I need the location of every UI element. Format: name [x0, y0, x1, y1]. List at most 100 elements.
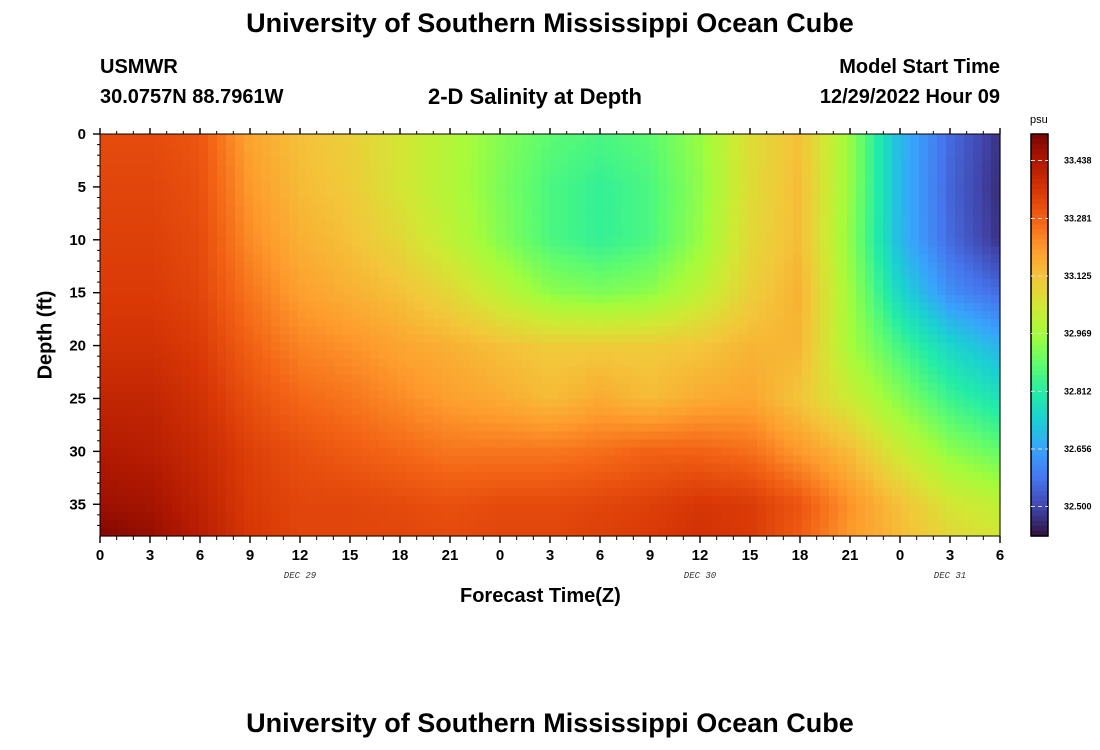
heatmap-cell	[343, 190, 353, 199]
heatmap-cell	[415, 479, 425, 489]
heatmap-cell	[415, 238, 425, 248]
heatmap-cell	[847, 190, 857, 199]
heatmap-cell	[253, 174, 263, 183]
heatmap-cell	[442, 455, 452, 465]
heatmap-cell	[802, 230, 812, 240]
heatmap-cell	[181, 351, 191, 360]
heatmap-cell	[937, 254, 947, 264]
heatmap-cell	[469, 230, 479, 240]
heatmap-cell	[406, 479, 416, 489]
heatmap-cell	[307, 190, 317, 199]
heatmap-cell	[892, 294, 902, 304]
heatmap-cell	[658, 479, 668, 489]
heatmap-cell	[784, 495, 794, 505]
heatmap-cell	[604, 206, 614, 215]
heatmap-cell	[541, 150, 551, 159]
heatmap-cell	[118, 447, 128, 457]
heatmap-cell	[226, 383, 236, 392]
heatmap-cell	[451, 487, 461, 497]
heatmap-cell	[820, 415, 830, 425]
heatmap-cell	[469, 351, 479, 360]
heatmap-cell	[424, 351, 434, 360]
heatmap-cell	[874, 166, 884, 175]
heatmap-cell	[775, 222, 785, 232]
heatmap-cell	[910, 270, 920, 280]
heatmap-cell	[154, 238, 164, 248]
heatmap-cell	[325, 495, 335, 505]
heatmap-cell	[154, 150, 164, 159]
heatmap-cell	[316, 166, 326, 175]
heatmap-cell	[595, 246, 605, 256]
heatmap-cell	[235, 383, 245, 392]
heatmap-cell	[802, 415, 812, 425]
heatmap-cell	[451, 479, 461, 489]
heatmap-cell	[451, 326, 461, 336]
heatmap-cell	[334, 383, 344, 392]
heatmap-cell	[892, 246, 902, 256]
heatmap-cell	[478, 407, 488, 416]
heatmap-cell	[487, 463, 497, 473]
heatmap-cell	[739, 503, 749, 513]
heatmap-cell	[469, 326, 479, 336]
heatmap-cell	[505, 174, 515, 183]
heatmap-cell	[442, 487, 452, 497]
heatmap-cell	[685, 359, 695, 368]
heatmap-cell	[559, 294, 569, 304]
heatmap-cell	[163, 511, 173, 521]
heatmap-cell	[307, 527, 317, 537]
heatmap-cell	[568, 447, 578, 457]
heatmap-cell	[784, 206, 794, 215]
heatmap-cell	[775, 375, 785, 384]
heatmap-cell	[334, 182, 344, 191]
heatmap-cell	[307, 463, 317, 473]
heatmap-cell	[361, 415, 371, 425]
heatmap-cell	[379, 310, 389, 320]
heatmap-cell	[883, 246, 893, 256]
heatmap-cell	[514, 142, 524, 151]
heatmap-cell	[748, 375, 758, 384]
heatmap-cell	[766, 270, 776, 280]
heatmap-cell	[757, 479, 767, 489]
heatmap-cell	[991, 335, 1001, 344]
heatmap-cell	[433, 302, 443, 312]
heatmap-cell	[901, 343, 911, 352]
heatmap-cell	[199, 343, 209, 352]
heatmap-cell	[622, 335, 632, 344]
heatmap-cell	[865, 463, 875, 473]
heatmap-cell	[991, 278, 1001, 288]
heatmap-cell	[604, 182, 614, 191]
heatmap-cell	[901, 222, 911, 232]
heatmap-cell	[118, 335, 128, 344]
heatmap-cell	[181, 375, 191, 384]
heatmap-cell	[892, 190, 902, 199]
heatmap-cell	[766, 391, 776, 400]
heatmap-cell	[748, 463, 758, 473]
heatmap-cell	[775, 511, 785, 521]
heatmap-cell	[685, 286, 695, 296]
heatmap-cell	[856, 463, 866, 473]
heatmap-cell	[388, 190, 398, 199]
heatmap-cell	[757, 270, 767, 280]
heatmap-cell	[802, 198, 812, 207]
heatmap-cell	[721, 495, 731, 505]
heatmap-cell	[496, 375, 506, 384]
heatmap-cell	[856, 142, 866, 151]
heatmap-cell	[406, 278, 416, 288]
heatmap-cell	[901, 246, 911, 256]
heatmap-cell	[739, 142, 749, 151]
heatmap-cell	[244, 503, 254, 513]
heatmap-cell	[901, 367, 911, 376]
heatmap-cell	[217, 286, 227, 296]
heatmap-cell	[748, 214, 758, 224]
heatmap-cell	[694, 190, 704, 199]
heatmap-cell	[352, 487, 362, 497]
heatmap-cell	[802, 238, 812, 248]
heatmap-cell	[154, 166, 164, 175]
heatmap-cell	[487, 270, 497, 280]
heatmap-cell	[523, 487, 533, 497]
heatmap-cell	[811, 142, 821, 151]
heatmap-cell	[982, 487, 992, 497]
heatmap-cell	[874, 423, 884, 433]
heatmap-cell	[604, 359, 614, 368]
heatmap-cell	[352, 431, 362, 441]
